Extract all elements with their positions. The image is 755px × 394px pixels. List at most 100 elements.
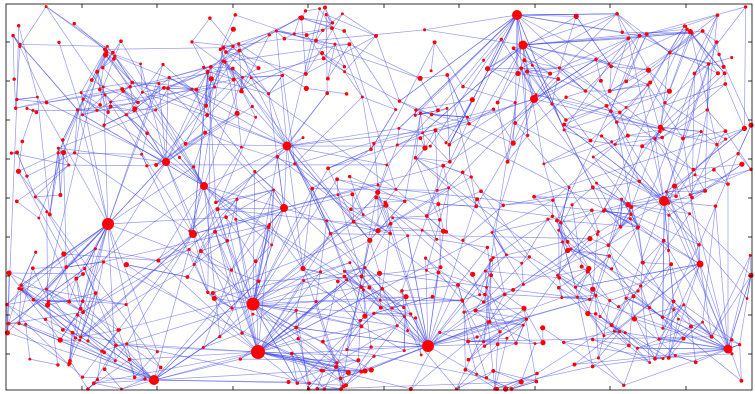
graph-edge — [609, 66, 612, 92]
graph-node — [519, 66, 524, 71]
graph-node — [666, 88, 673, 94]
graph-edge — [557, 275, 591, 300]
graph-edge — [252, 303, 362, 327]
graph-edge — [536, 324, 612, 374]
graph-edge — [599, 300, 610, 317]
graph-node — [113, 54, 117, 58]
graph-node — [24, 322, 28, 326]
graph-edge — [487, 284, 524, 323]
graph-node — [266, 225, 271, 229]
graph-edge — [708, 57, 732, 65]
graph-edge — [252, 303, 325, 390]
graph-edge — [93, 382, 122, 390]
graph-edge — [297, 320, 361, 384]
graph-edge — [377, 229, 423, 232]
graph-node — [689, 324, 693, 329]
graph-edge — [375, 197, 391, 234]
graph-edge — [615, 143, 643, 147]
graph-edge — [410, 313, 429, 347]
graph-node — [620, 197, 624, 201]
graph-edge — [142, 87, 165, 93]
graph-edge — [516, 14, 623, 33]
graph-edge — [97, 351, 103, 380]
graph-edge — [619, 331, 650, 363]
graph-edge — [392, 217, 440, 221]
graph-edge — [301, 17, 333, 24]
graph-node — [67, 163, 71, 167]
graph-node — [347, 42, 352, 47]
graph-edge — [375, 144, 398, 198]
graph-edge — [663, 240, 729, 350]
graph-node — [128, 85, 132, 89]
graph-node — [345, 348, 349, 351]
graph-edge — [62, 109, 78, 141]
graph-node — [61, 251, 67, 257]
graph-edge — [683, 304, 740, 345]
graph-node — [9, 151, 14, 155]
graph-edge — [598, 331, 620, 359]
graph-edge — [522, 44, 610, 65]
graph-edge — [560, 222, 568, 242]
graph-edge — [606, 105, 665, 202]
graph-node — [289, 351, 294, 356]
graph-edge — [616, 13, 649, 71]
graph-node — [208, 16, 212, 20]
graph-edge — [33, 299, 70, 302]
graph-edge — [556, 220, 639, 228]
graph-edge — [327, 148, 372, 169]
graph-edge — [82, 98, 205, 187]
graph-edge — [713, 169, 729, 185]
graph-edge — [235, 219, 259, 353]
graph-node — [359, 285, 364, 289]
graph-node — [466, 357, 471, 362]
graph-node — [715, 13, 720, 17]
graph-node — [499, 37, 503, 41]
graph-edge — [647, 84, 684, 139]
graph-node — [33, 195, 37, 199]
graph-edge — [322, 341, 349, 373]
graph-edge — [82, 292, 96, 313]
graph-node — [359, 274, 364, 279]
graph-edge — [18, 141, 23, 172]
graph-edge — [420, 113, 426, 149]
graph-node — [303, 9, 308, 13]
graph-node — [565, 239, 570, 244]
graph-hub-node — [200, 182, 208, 190]
graph-edge — [399, 14, 518, 102]
graph-node — [338, 376, 343, 381]
graph-edge — [49, 148, 59, 215]
graph-edge — [532, 65, 591, 141]
graph-edge — [361, 217, 393, 277]
graph-edge — [330, 233, 590, 239]
graph-node — [628, 217, 632, 221]
graph-edge — [535, 73, 551, 95]
graph-edge — [609, 38, 629, 92]
graph-edge — [122, 88, 156, 111]
graph-node — [722, 71, 727, 76]
graph-node — [403, 199, 407, 203]
graph-edge — [516, 13, 618, 16]
graph-edge — [511, 364, 575, 390]
graph-edge — [363, 289, 372, 348]
graph-node — [636, 289, 640, 293]
graph-edge — [369, 200, 406, 241]
graph-edge — [126, 233, 194, 344]
graph-node — [240, 145, 243, 149]
graph-node — [123, 262, 129, 268]
graph-node — [564, 95, 568, 99]
graph-edge — [102, 58, 115, 88]
graph-edge — [214, 231, 232, 271]
graph-node — [177, 155, 182, 159]
graph-edge — [590, 140, 616, 145]
graph-node — [266, 92, 271, 96]
graph-edge — [268, 35, 377, 95]
graph-node — [520, 261, 524, 265]
graph-edge — [608, 214, 632, 246]
graph-node — [101, 260, 106, 264]
graph-edge — [96, 52, 114, 72]
graph-node — [470, 271, 476, 277]
graph-edge — [350, 209, 391, 234]
graph-node — [272, 188, 275, 192]
graph-node — [81, 310, 85, 314]
graph-edge — [556, 33, 648, 221]
